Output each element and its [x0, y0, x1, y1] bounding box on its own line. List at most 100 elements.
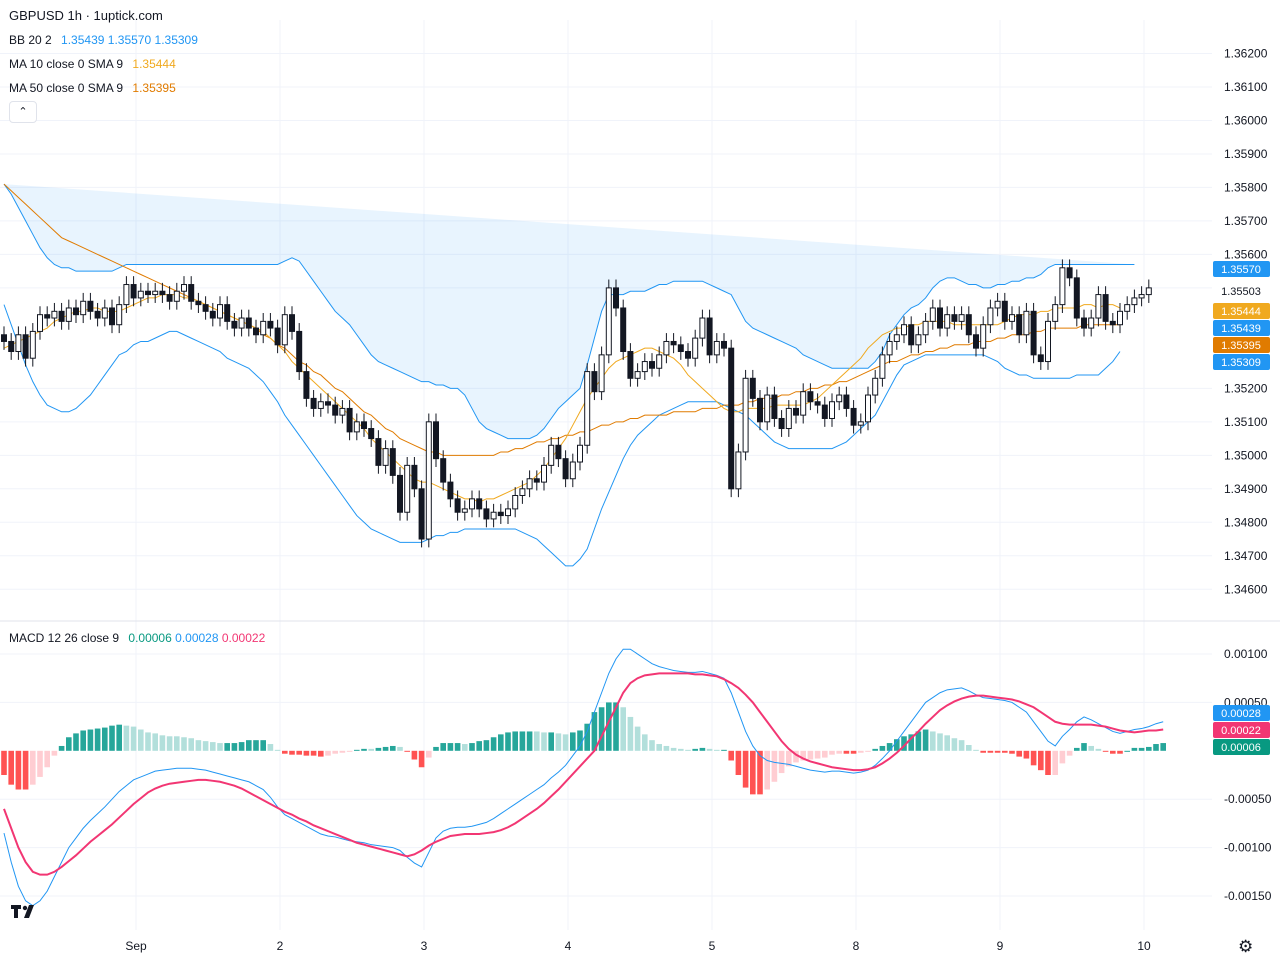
x-tick-label: Sep: [125, 939, 147, 953]
bb-lower-value: 1.35309: [154, 33, 198, 47]
ma10-legend[interactable]: MA 10 close 0 SMA 9 1.35444: [9, 57, 176, 71]
candle-body: [505, 508, 511, 517]
x-tick-label: 5: [709, 939, 716, 953]
macd-histogram-bar: [1153, 744, 1159, 751]
macd-histogram-bar: [577, 730, 583, 751]
candle-body: [80, 300, 87, 316]
candle-body: [634, 371, 641, 379]
candle-body: [994, 300, 1001, 309]
macd-histogram-bar: [181, 737, 187, 751]
macd-histogram-bar: [728, 750, 734, 761]
macd-histogram-bar: [548, 732, 554, 751]
candle-body: [137, 290, 144, 299]
candle-body: [613, 287, 619, 309]
candle-body: [793, 407, 799, 416]
macd-pane: [1, 648, 1166, 907]
macd-y-tick-label: 0.00100: [1224, 647, 1268, 661]
candle-body: [425, 421, 432, 540]
candle-body: [454, 498, 461, 513]
macd-histogram-bar: [66, 737, 72, 751]
macd-histogram-bar: [958, 740, 965, 751]
candle-body: [397, 474, 403, 513]
macd-histogram-bar: [483, 740, 490, 751]
y-tick-label: 1.35200: [1224, 381, 1268, 395]
price-tag-bg: [1213, 283, 1270, 299]
candle-body: [51, 310, 58, 319]
macd-histogram-bar: [109, 725, 115, 751]
macd-histogram-bar: [822, 750, 828, 758]
macd-histogram-bar: [188, 738, 194, 751]
macd-tag: 0.00006: [1221, 742, 1261, 754]
candle-body: [433, 421, 439, 460]
x-tick-label: 2: [277, 939, 284, 953]
candle-body: [317, 401, 324, 409]
candle-body: [1095, 294, 1102, 319]
macd-histogram-bar: [1009, 750, 1015, 754]
candle-body: [836, 394, 843, 403]
candle-body: [411, 464, 418, 490]
macd-histogram-bar: [102, 727, 108, 751]
y-tick-label: 1.36100: [1224, 80, 1268, 94]
candle-body: [209, 310, 216, 319]
candle-body: [807, 391, 814, 403]
macd-tag-bg: [1213, 705, 1270, 721]
macd-histogram-bar: [894, 739, 900, 751]
settings-gear-icon[interactable]: ⚙: [1238, 937, 1254, 956]
macd-histogram-bar: [260, 740, 266, 751]
candle-body: [821, 404, 828, 419]
candle-body: [721, 340, 727, 349]
candle-body: [915, 334, 922, 346]
macd-tag-bg: [1213, 722, 1270, 738]
macd-histogram-bar: [1023, 750, 1030, 759]
macd-histogram-bar: [944, 735, 950, 751]
candle-body: [526, 478, 533, 490]
macd-histogram-bar: [613, 702, 619, 751]
macd-histogram-bar: [116, 724, 122, 751]
candle-body: [8, 340, 15, 353]
chart-title: GBPUSD 1h · 1uptick.com: [9, 8, 163, 23]
candle-body: [850, 407, 857, 426]
ma50-legend[interactable]: MA 50 close 0 SMA 9 1.35395: [9, 81, 176, 95]
macd-histogram-bar: [217, 743, 223, 751]
candle-body: [548, 444, 555, 466]
candle-body: [605, 287, 612, 356]
price-tag-bg: [1213, 261, 1270, 277]
macd-histogram-bar: [908, 734, 914, 751]
candle-body: [1066, 267, 1073, 279]
candle-body: [641, 361, 648, 373]
macd-histogram-bar: [339, 750, 346, 753]
macd-histogram-bar: [325, 750, 331, 756]
macd-histogram-bar: [397, 746, 403, 751]
price-tag: 1.35503: [1221, 286, 1261, 298]
macd-histogram-bar: [469, 743, 475, 751]
candle-body: [591, 371, 598, 393]
macd-tag-bg: [1213, 739, 1270, 755]
macd-histogram-bar: [490, 737, 497, 751]
macd-histogram-bar: [764, 750, 770, 790]
macd-histogram-bar: [858, 750, 864, 753]
candle-body: [253, 327, 259, 336]
macd-histogram-bar: [872, 748, 878, 751]
macd-histogram-bar: [1052, 750, 1058, 775]
bb-legend[interactable]: BB 20 2 1.35439 1.35570 1.35309: [9, 33, 198, 47]
macd-histogram-bar: [591, 712, 598, 751]
macd-histogram-bar: [332, 750, 338, 754]
y-tick-label: 1.35100: [1224, 415, 1268, 429]
candle-body: [58, 310, 65, 322]
candle-body: [584, 371, 591, 446]
candle-body: [699, 317, 706, 339]
candle-body: [1009, 314, 1015, 322]
candle-body: [749, 377, 756, 399]
price-tag-bg: [1213, 337, 1270, 353]
y-tick-label: 1.35800: [1224, 180, 1268, 194]
macd-histogram-bar: [174, 736, 180, 751]
macd-histogram-bar: [138, 729, 144, 751]
candle-body: [908, 324, 915, 346]
macd-legend[interactable]: MACD 12 26 close 9 0.00006 0.00028 0.000…: [9, 631, 265, 645]
macd-histogram-bar: [966, 745, 972, 751]
collapse-legend-button[interactable]: ⌃: [9, 101, 37, 123]
macd-y-tick-label: -0.00050: [1224, 792, 1272, 806]
candle-body: [166, 294, 173, 302]
tradingview-logo-icon[interactable]: [10, 902, 38, 920]
